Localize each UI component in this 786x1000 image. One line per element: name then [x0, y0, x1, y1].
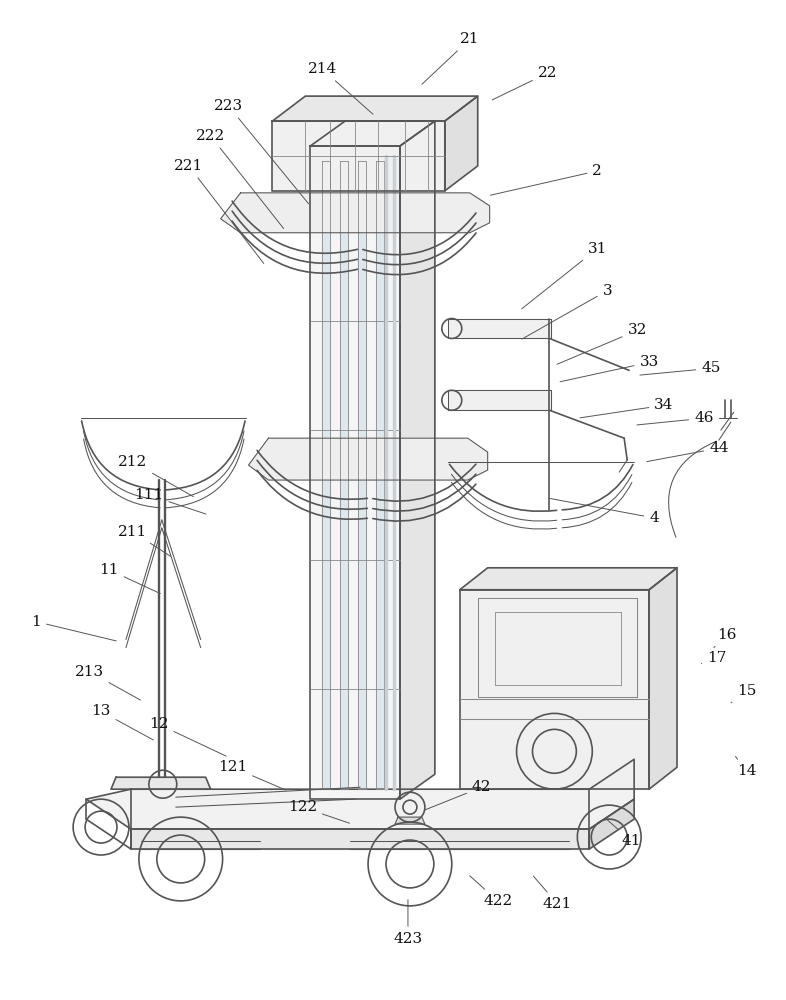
- Text: 16: 16: [714, 628, 736, 648]
- Polygon shape: [358, 161, 366, 789]
- Text: 15: 15: [731, 684, 756, 703]
- Polygon shape: [322, 161, 330, 789]
- Text: 42: 42: [424, 780, 491, 810]
- Polygon shape: [460, 568, 677, 590]
- Text: 223: 223: [214, 99, 309, 204]
- Text: 17: 17: [701, 651, 726, 665]
- Polygon shape: [111, 777, 211, 789]
- Polygon shape: [448, 390, 552, 410]
- Text: 32: 32: [557, 323, 647, 364]
- Polygon shape: [310, 146, 400, 799]
- Text: 11: 11: [99, 563, 160, 594]
- Text: 46: 46: [637, 411, 714, 425]
- Text: 121: 121: [218, 760, 286, 790]
- Text: 31: 31: [522, 242, 607, 309]
- Polygon shape: [86, 759, 634, 829]
- Text: 22: 22: [492, 66, 557, 100]
- Text: 1: 1: [31, 615, 116, 641]
- Text: 21: 21: [422, 32, 479, 84]
- Text: 41: 41: [606, 819, 641, 848]
- Text: 122: 122: [288, 800, 350, 823]
- Polygon shape: [248, 438, 487, 480]
- Text: 222: 222: [196, 129, 284, 229]
- Text: 34: 34: [580, 398, 674, 418]
- Polygon shape: [131, 829, 590, 849]
- Text: 12: 12: [149, 717, 226, 756]
- Text: 221: 221: [174, 159, 264, 263]
- Polygon shape: [376, 161, 384, 789]
- Text: 2: 2: [490, 164, 602, 195]
- Polygon shape: [460, 590, 649, 789]
- Polygon shape: [590, 799, 634, 849]
- Text: 14: 14: [736, 756, 756, 778]
- Text: 4: 4: [550, 499, 659, 525]
- Polygon shape: [310, 121, 435, 146]
- Text: 3: 3: [522, 284, 612, 339]
- Text: 213: 213: [75, 665, 141, 700]
- Text: 111: 111: [134, 488, 206, 514]
- Text: 33: 33: [560, 355, 659, 382]
- Text: 423: 423: [393, 900, 423, 946]
- Text: 13: 13: [91, 704, 153, 740]
- Polygon shape: [221, 193, 490, 233]
- Polygon shape: [273, 121, 445, 191]
- Text: 422: 422: [470, 876, 512, 908]
- Text: 421: 421: [534, 876, 572, 911]
- Polygon shape: [273, 96, 478, 121]
- Text: 44: 44: [647, 441, 729, 462]
- Polygon shape: [445, 96, 478, 191]
- Text: 214: 214: [307, 62, 373, 114]
- Polygon shape: [340, 161, 348, 789]
- Text: 212: 212: [119, 455, 193, 497]
- Text: 211: 211: [119, 525, 171, 556]
- Polygon shape: [448, 319, 552, 338]
- Text: 45: 45: [640, 361, 721, 375]
- Polygon shape: [400, 121, 435, 799]
- Polygon shape: [649, 568, 677, 789]
- Polygon shape: [395, 817, 425, 824]
